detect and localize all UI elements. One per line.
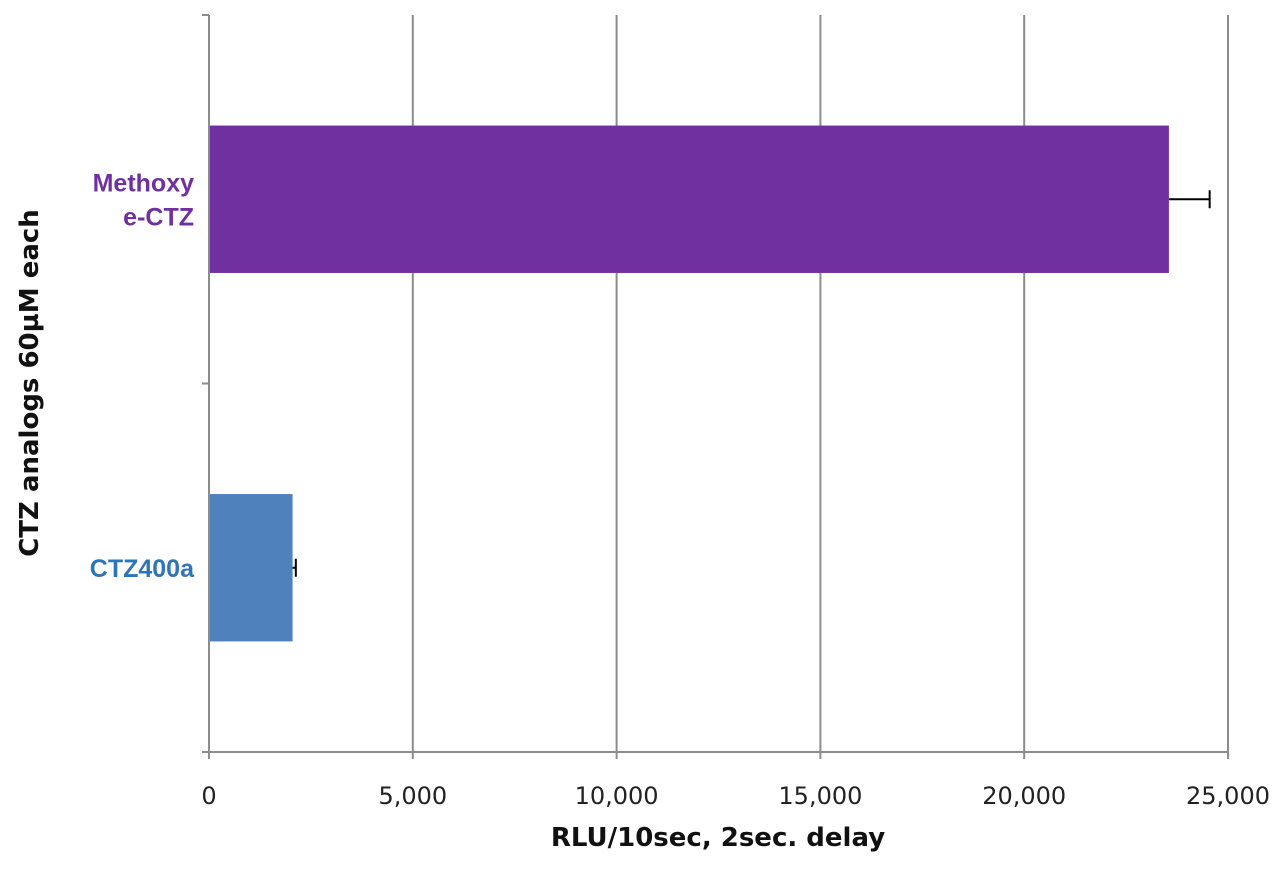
category-label-1: Methoxy e-CTZ: [93, 169, 195, 231]
x-tick-label: 10,000: [575, 782, 659, 810]
y-axis-title: CTZ analogs 60µM each: [15, 209, 45, 557]
category-label-0: CTZ400a: [90, 555, 195, 583]
labels: 0 5,000 10,000 15,000 20,000 25,000 CTZ400a Met…: [90, 169, 1270, 810]
x-tick-label: 20,000: [982, 782, 1066, 810]
x-tick-label: 15,000: [778, 782, 862, 810]
axes: [202, 14, 1229, 759]
bars: [209, 125, 1211, 642]
x-tick-label: 0: [201, 782, 216, 810]
category-label-line: Methoxy: [93, 169, 195, 197]
category-label-line: CTZ400a: [90, 555, 195, 583]
bar-1: [209, 125, 1169, 273]
x-tick-label: 25,000: [1186, 782, 1270, 810]
bar-0: [209, 494, 293, 642]
x-axis-title: RLU/10sec, 2sec. delay: [551, 823, 885, 853]
category-label-line: e-CTZ: [123, 203, 194, 231]
x-tick-label: 5,000: [378, 782, 447, 810]
